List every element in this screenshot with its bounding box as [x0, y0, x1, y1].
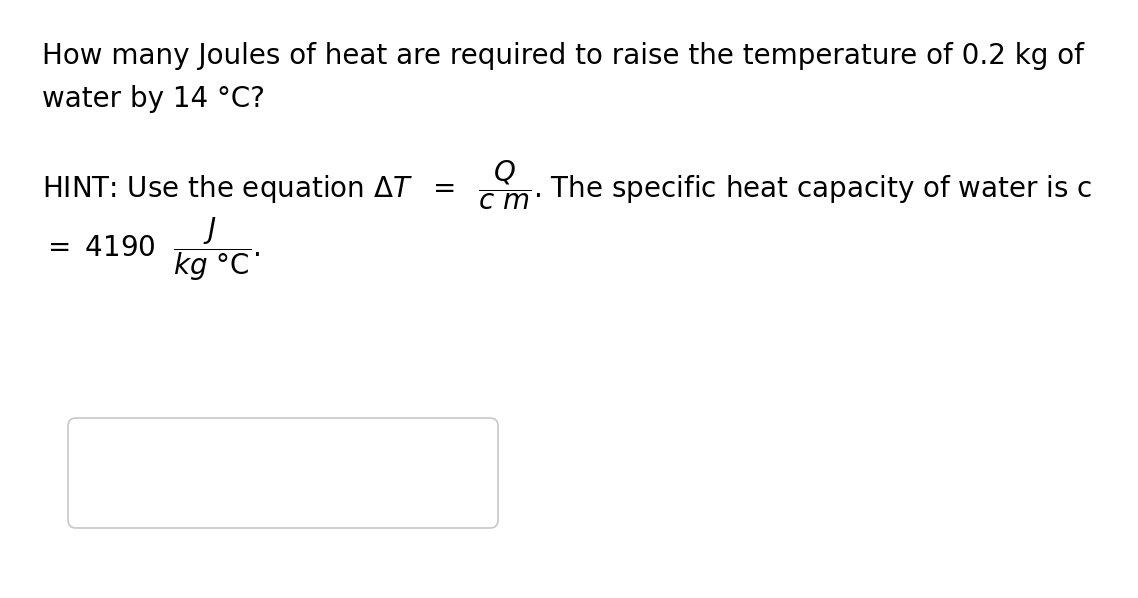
Text: water by 14 °C?: water by 14 °C?: [42, 85, 265, 113]
Text: $=$ 4190  $\dfrac{J}{\mathit{kg}\ \mathrm{°C}}$.: $=$ 4190 $\dfrac{J}{\mathit{kg}\ \mathrm…: [42, 215, 261, 283]
Text: How many Joules of heat are required to raise the temperature of 0.2 kg of: How many Joules of heat are required to …: [42, 42, 1083, 70]
Text: HINT: Use the equation $\Delta T$  $=$  $\dfrac{Q}{c\ m}$. The specific heat cap: HINT: Use the equation $\Delta T$ $=$ $\…: [42, 158, 1092, 212]
FancyBboxPatch shape: [68, 418, 498, 528]
